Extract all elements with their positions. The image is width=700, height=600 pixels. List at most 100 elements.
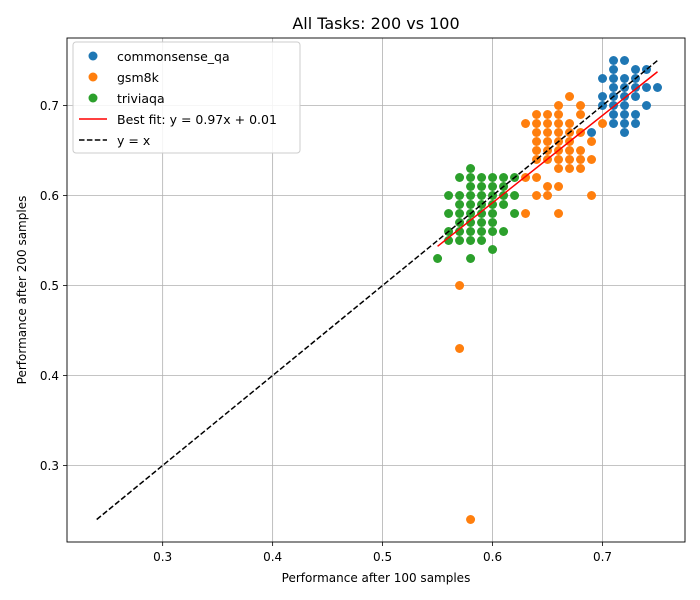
legend-marker-gsm8k	[88, 72, 98, 82]
data-point-gsm8k	[532, 173, 542, 182]
data-point-commonsense-qa	[631, 119, 641, 128]
data-point-triviaqa	[477, 209, 487, 218]
data-point-gsm8k	[554, 128, 564, 137]
data-point-gsm8k	[554, 164, 564, 173]
data-point-triviaqa	[477, 173, 487, 182]
legend-label-triviaqa: triviaqa	[117, 91, 165, 106]
legend-label-identity: y = x	[117, 133, 150, 148]
x-tick-label: 0.7	[593, 550, 612, 564]
data-point-triviaqa	[488, 209, 498, 218]
data-point-triviaqa	[477, 227, 487, 236]
data-point-commonsense-qa	[620, 74, 630, 83]
data-point-triviaqa	[488, 227, 498, 236]
data-point-commonsense-qa	[620, 128, 630, 137]
data-point-commonsense-qa	[631, 110, 641, 119]
data-point-gsm8k	[455, 281, 465, 290]
data-point-triviaqa	[499, 200, 509, 209]
data-point-triviaqa	[466, 254, 476, 263]
data-point-commonsense-qa	[620, 101, 630, 110]
data-point-gsm8k	[521, 209, 531, 218]
legend-label-best-fit: Best fit: y = 0.97x + 0.01	[117, 112, 277, 127]
data-point-gsm8k	[554, 209, 564, 218]
data-point-triviaqa	[466, 236, 476, 245]
data-point-triviaqa	[477, 236, 487, 245]
x-axis-label: Performance after 100 samples	[282, 571, 471, 585]
data-point-gsm8k	[543, 119, 553, 128]
data-point-triviaqa	[444, 209, 454, 218]
data-point-commonsense-qa	[609, 65, 619, 74]
data-point-gsm8k	[554, 155, 564, 164]
y-axis-label: Performance after 200 samples	[15, 196, 29, 385]
data-point-triviaqa	[499, 227, 509, 236]
data-point-commonsense-qa	[631, 92, 641, 101]
data-point-triviaqa	[477, 182, 487, 191]
data-point-commonsense-qa	[620, 119, 630, 128]
data-point-gsm8k	[587, 155, 597, 164]
data-point-gsm8k	[587, 191, 597, 200]
data-point-triviaqa	[455, 191, 465, 200]
legend-marker-commonsense-qa	[88, 51, 98, 61]
data-point-triviaqa	[466, 191, 476, 200]
plot-area-frame	[66, 37, 686, 543]
legend-box	[72, 41, 301, 154]
data-point-gsm8k	[565, 92, 575, 101]
data-point-gsm8k	[543, 110, 553, 119]
data-point-triviaqa	[466, 182, 476, 191]
chart-title: All Tasks: 200 vs 100	[292, 14, 459, 33]
data-point-gsm8k	[543, 137, 553, 146]
data-point-triviaqa	[466, 173, 476, 182]
x-tick-label: 0.4	[263, 550, 282, 564]
x-tick-label: 0.5	[373, 550, 392, 564]
data-point-gsm8k	[565, 146, 575, 155]
identity-line	[96, 59, 658, 521]
data-point-triviaqa	[455, 236, 465, 245]
x-tick-label: 0.3	[153, 550, 172, 564]
data-point-gsm8k	[543, 182, 553, 191]
data-point-gsm8k	[532, 128, 542, 137]
data-point-triviaqa	[433, 254, 443, 263]
data-point-triviaqa	[455, 173, 465, 182]
data-point-triviaqa	[455, 209, 465, 218]
legend-marker-triviaqa	[88, 93, 98, 103]
data-point-commonsense-qa	[631, 83, 641, 92]
data-point-commonsense-qa	[653, 83, 663, 92]
data-point-commonsense-qa	[631, 65, 641, 74]
data-point-triviaqa	[466, 227, 476, 236]
data-point-gsm8k	[576, 155, 586, 164]
data-point-commonsense-qa	[609, 110, 619, 119]
data-point-gsm8k	[532, 110, 542, 119]
data-point-triviaqa	[477, 218, 487, 227]
data-point-triviaqa	[455, 200, 465, 209]
best-fit-line	[437, 71, 658, 247]
data-point-commonsense-qa	[609, 74, 619, 83]
y-tick-label: 0.7	[40, 99, 59, 113]
y-tick-label: 0.6	[40, 189, 59, 203]
data-point-gsm8k	[554, 119, 564, 128]
legend: commonsense_qa gsm8k triviaqa Best fit: …	[72, 41, 301, 154]
data-point-gsm8k	[554, 182, 564, 191]
data-point-commonsense-qa	[620, 110, 630, 119]
legend-label-commonsense-qa: commonsense_qa	[117, 49, 230, 64]
data-point-commonsense-qa	[620, 56, 630, 65]
data-point-commonsense-qa	[642, 101, 652, 110]
data-point-triviaqa	[444, 191, 454, 200]
data-point-gsm8k	[565, 164, 575, 173]
data-point-gsm8k	[565, 119, 575, 128]
data-point-triviaqa	[488, 218, 498, 227]
data-point-triviaqa	[477, 191, 487, 200]
data-point-gsm8k	[521, 119, 531, 128]
x-tick-label: 0.6	[483, 550, 502, 564]
data-point-commonsense-qa	[609, 56, 619, 65]
data-point-triviaqa	[488, 182, 498, 191]
data-point-commonsense-qa	[620, 92, 630, 101]
data-point-gsm8k	[455, 344, 465, 353]
data-point-gsm8k	[532, 191, 542, 200]
data-point-gsm8k	[565, 155, 575, 164]
data-point-triviaqa	[466, 218, 476, 227]
data-point-gsm8k	[576, 101, 586, 110]
data-point-gsm8k	[598, 119, 608, 128]
data-point-triviaqa	[499, 191, 509, 200]
data-point-triviaqa	[488, 173, 498, 182]
data-point-gsm8k	[576, 146, 586, 155]
